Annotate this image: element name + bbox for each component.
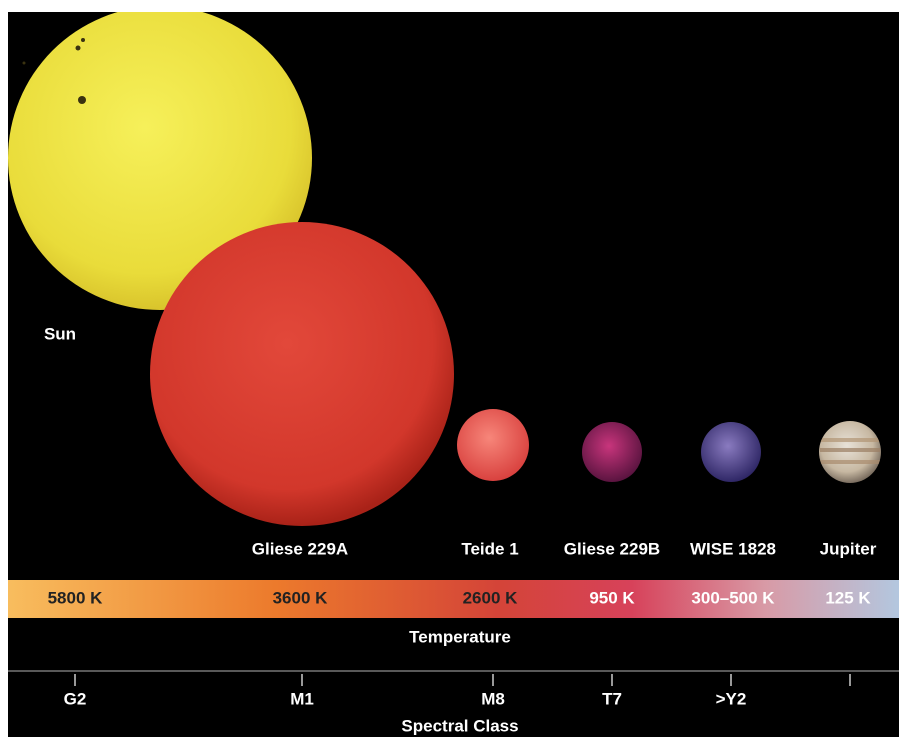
jupiter-band (820, 448, 880, 452)
bodies (8, 12, 881, 526)
body (457, 409, 529, 481)
sunspot (81, 38, 85, 42)
sunspot (78, 96, 86, 104)
body-name: Gliese 229B (564, 539, 660, 558)
temperature-label: 2600 K (463, 588, 519, 607)
body-name: Teide 1 (461, 539, 518, 558)
body (8, 12, 312, 310)
body (150, 222, 454, 526)
spectral-class: M8 (481, 689, 505, 708)
body-name: Sun (44, 324, 76, 343)
temperature-label: 125 K (825, 588, 871, 607)
jupiter-band (820, 438, 880, 442)
temperature-label: 3600 K (273, 588, 329, 607)
temperature-label: 5800 K (48, 588, 104, 607)
body-name: WISE 1828 (690, 539, 776, 558)
body-name: Jupiter (820, 539, 877, 558)
scene: Temperature Spectral Class Sun 5800 K G2 Gl… (8, 12, 899, 737)
temperature-label: 300–500 K (691, 588, 775, 607)
body (582, 422, 642, 482)
temperature-label: 950 K (589, 588, 635, 607)
spectral-axis-label: Spectral Class (401, 716, 518, 735)
spectral-class: T7 (602, 689, 622, 708)
spectral-class: M1 (290, 689, 314, 708)
temperature-axis-label: Temperature (409, 627, 511, 646)
sunspot (22, 61, 26, 65)
spectral-class: >Y2 (716, 689, 747, 708)
spectral-class: G2 (64, 689, 87, 708)
body-name: Gliese 229A (252, 539, 348, 558)
body (701, 422, 761, 482)
sunspot (75, 45, 81, 51)
temperature-bar (8, 580, 899, 618)
jupiter-band (820, 460, 880, 464)
